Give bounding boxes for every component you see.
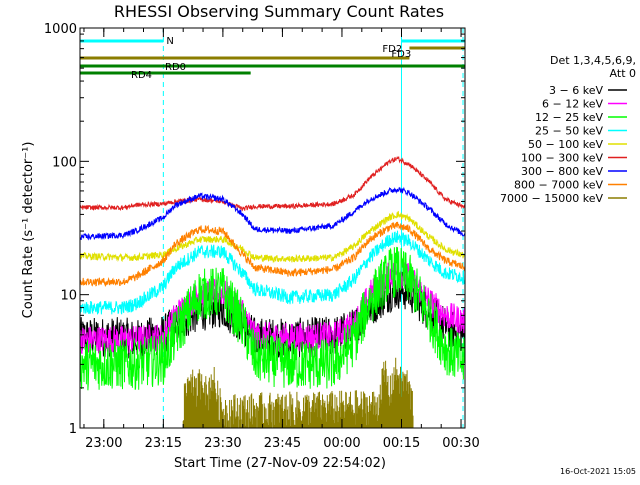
series-line-6 (79, 186, 466, 241)
legend-label-4: 50 − 100 keV (528, 138, 603, 151)
series-line-4 (79, 210, 466, 264)
y-tick-label-1: 10 (60, 289, 77, 304)
legend-header-1: Att 0 (610, 67, 636, 80)
legend-label-5: 100 − 300 keV (521, 152, 603, 165)
x-tick-label-1: 23:15 (145, 436, 182, 451)
axes: 1 10 100 1000 23:00 23:15 23:30 23:45 00:00 00:15… (44, 22, 480, 451)
series-line-5 (79, 155, 466, 212)
x-tick-label-2: 23:30 (204, 436, 241, 451)
series-line-7 (79, 221, 466, 287)
legend-label-7: 800 − 7000 keV (514, 179, 603, 192)
legend-label-1: 6 − 12 keV (542, 98, 603, 111)
legend-label-0: 3 − 6 keV (549, 84, 603, 97)
legend-header-0: Det 1,3,4,5,6,9, (550, 54, 636, 67)
series-line-3 (79, 230, 466, 315)
legend-label-6: 300 − 800 keV (521, 165, 603, 178)
flag-bar-label-3: FD3 (391, 49, 411, 60)
y-tick-label-0: 1 (69, 422, 77, 437)
flag-bar-label-0: N (166, 36, 173, 47)
x-tick-label-3: 23:45 (264, 436, 301, 451)
legend-label-2: 12 − 25 keV (535, 111, 603, 124)
legend-label-3: 25 − 50 keV (535, 125, 603, 138)
x-tick-label-5: 00:15 (383, 436, 420, 451)
flag-bar-label-4: RD0 (165, 62, 186, 73)
legend-label-8: 7000 − 15000 keV (500, 192, 603, 205)
flag-bar-label-2: FD2 (382, 44, 402, 55)
series-lines (79, 155, 466, 428)
y-axis-label: Count Rate (s⁻¹ detector⁻¹) (21, 142, 36, 319)
flag-bar-label-5: RD4 (131, 70, 152, 81)
x-tick-label-4: 00:00 (323, 436, 360, 451)
x-tick-label-6: 00:30 (442, 436, 479, 451)
timestamp: 16-Oct-2021 15:05 (560, 467, 636, 476)
y-tick-label-3: 1000 (44, 22, 77, 37)
x-tick-label-0: 23:00 (85, 436, 122, 451)
plot-frame (79, 27, 466, 429)
chart-title: RHESSI Observing Summary Count Rates (114, 2, 444, 21)
x-axis-label: Start Time (27-Nov-09 22:54:02) (174, 456, 386, 471)
y-tick-label-2: 100 (52, 155, 77, 170)
series-line-2 (79, 246, 466, 391)
